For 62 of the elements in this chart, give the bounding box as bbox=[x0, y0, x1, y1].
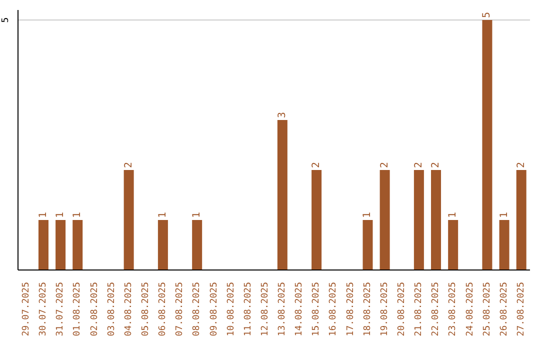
bar bbox=[38, 220, 48, 270]
x-tick-label: 13.08.2025 bbox=[278, 282, 288, 336]
data-label: 1 bbox=[498, 212, 510, 218]
bar bbox=[516, 170, 526, 270]
bar bbox=[56, 220, 66, 270]
x-tick-label: 05.08.2025 bbox=[141, 282, 151, 336]
x-tick-label: 14.08.2025 bbox=[294, 282, 305, 336]
x-tick-label: 26.08.2025 bbox=[499, 282, 510, 336]
data-label: 1 bbox=[448, 212, 459, 218]
data-label: 2 bbox=[430, 162, 442, 168]
x-tick-label: 25.08.2025 bbox=[482, 282, 492, 336]
x-tick-label: 31.07.2025 bbox=[56, 282, 66, 336]
x-tick-label: 18.08.2025 bbox=[362, 282, 373, 336]
bar bbox=[414, 170, 424, 270]
x-tick-label: 22.08.2025 bbox=[431, 282, 442, 336]
x-tick-label: 10.08.2025 bbox=[226, 282, 236, 336]
bar bbox=[482, 20, 492, 270]
x-tick-label: 09.08.2025 bbox=[209, 282, 220, 336]
x-tick-label: 07.08.2025 bbox=[175, 282, 186, 336]
data-label: 2 bbox=[413, 162, 424, 168]
data-label: 5 bbox=[482, 12, 493, 18]
x-tick-label: 20.08.2025 bbox=[397, 282, 407, 336]
x-tick-label: 01.08.2025 bbox=[72, 282, 83, 336]
data-label: 2 bbox=[379, 162, 390, 168]
x-tick-label: 23.08.2025 bbox=[448, 282, 458, 336]
data-label: 1 bbox=[157, 212, 168, 218]
bar bbox=[312, 170, 322, 270]
bar bbox=[158, 220, 168, 270]
data-label: 2 bbox=[516, 162, 527, 168]
bar bbox=[362, 220, 373, 270]
data-label: 1 bbox=[38, 212, 49, 218]
data-label: 2 bbox=[123, 162, 134, 168]
x-tick-label: 17.08.2025 bbox=[346, 282, 356, 336]
x-tick-label: 11.08.2025 bbox=[243, 282, 254, 336]
x-tick-label: 04.08.2025 bbox=[124, 282, 134, 336]
x-tick-label: 08.08.2025 bbox=[192, 282, 202, 336]
bar bbox=[192, 220, 202, 270]
data-label: 1 bbox=[72, 212, 84, 218]
bar bbox=[277, 120, 288, 270]
bar bbox=[124, 170, 134, 270]
x-tick-label: 24.08.2025 bbox=[465, 282, 476, 336]
x-tick-label: 03.08.2025 bbox=[106, 282, 117, 336]
x-tick-label: 30.07.2025 bbox=[38, 282, 49, 336]
x-tick-label: 15.08.2025 bbox=[312, 282, 322, 336]
x-tick-label: 06.08.2025 bbox=[158, 282, 168, 336]
x-tick-label: 16.08.2025 bbox=[328, 282, 339, 336]
x-tick-label: 27.08.2025 bbox=[516, 282, 526, 336]
data-label: 2 bbox=[311, 162, 322, 168]
bar bbox=[380, 170, 390, 270]
x-tick-label: 12.08.2025 bbox=[260, 282, 270, 336]
bar bbox=[431, 170, 442, 270]
x-tick-label: 29.07.2025 bbox=[22, 282, 32, 336]
x-tick-label: 19.08.2025 bbox=[380, 282, 390, 336]
bar bbox=[72, 220, 83, 270]
data-label: 3 bbox=[276, 112, 288, 118]
x-tick-label: 02.08.2025 bbox=[90, 282, 100, 336]
data-label: 1 bbox=[192, 212, 203, 218]
data-label: 1 bbox=[55, 212, 66, 218]
bar bbox=[499, 220, 510, 270]
bar bbox=[448, 220, 458, 270]
x-tick-label: 21.08.2025 bbox=[414, 282, 424, 336]
data-label: 1 bbox=[362, 212, 374, 218]
